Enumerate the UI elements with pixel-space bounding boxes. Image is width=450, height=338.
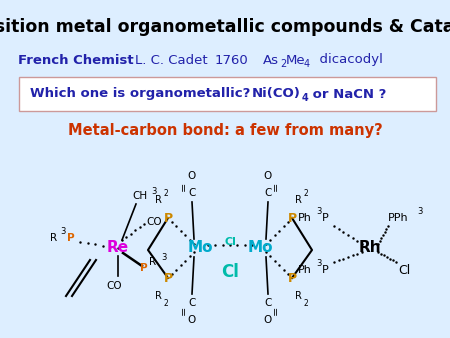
Text: R: R [295,291,302,301]
Text: C: C [264,298,272,308]
Text: C: C [264,188,272,198]
Text: R: R [154,195,162,205]
Text: Rh: Rh [359,241,381,256]
Text: 3: 3 [316,207,321,216]
Text: Cl: Cl [221,263,239,281]
Text: 2: 2 [164,189,169,197]
Text: Metal-carbon bond: a few from many?: Metal-carbon bond: a few from many? [68,122,382,138]
Text: 2: 2 [304,189,309,197]
Text: Ph: Ph [298,213,312,223]
Text: 2: 2 [304,298,309,308]
Text: P: P [163,212,172,224]
Text: P: P [288,271,297,285]
Text: P: P [322,265,329,275]
Text: =: = [271,305,281,315]
Text: dicacodyl: dicacodyl [311,53,383,67]
Text: Me: Me [286,53,306,67]
Text: P: P [322,213,329,223]
Text: =: = [179,181,189,191]
Text: R: R [295,195,302,205]
Text: CH: CH [132,191,147,201]
Text: 2: 2 [280,59,286,69]
Text: Transition metal organometallic compounds & Catalysis: Transition metal organometallic compound… [0,18,450,36]
Text: R: R [50,233,57,243]
Text: P: P [67,233,75,243]
Text: Mo: Mo [187,241,213,256]
Text: =: = [179,305,189,315]
Text: O: O [264,171,272,181]
Text: P: P [163,271,172,285]
Text: Ni(CO): Ni(CO) [252,88,301,100]
Text: L. C. Cadet: L. C. Cadet [135,53,207,67]
Text: Ph: Ph [298,265,312,275]
Text: 3: 3 [417,207,423,216]
Text: O: O [264,315,272,325]
Text: or NaCN ?: or NaCN ? [308,88,387,100]
FancyBboxPatch shape [19,77,436,111]
Text: P: P [288,212,297,224]
Text: =: = [271,181,281,191]
Text: PPh: PPh [388,213,409,223]
Text: C: C [188,188,196,198]
Text: Re: Re [107,241,129,256]
Text: P: P [140,263,148,273]
Text: Which one is organometallic?: Which one is organometallic? [30,88,250,100]
Text: 1760: 1760 [215,53,249,67]
Text: 2: 2 [164,298,169,308]
Text: 3: 3 [161,252,166,262]
Text: CO: CO [106,281,122,291]
Text: Cl: Cl [224,237,236,247]
Text: C: C [188,298,196,308]
Text: 3: 3 [316,260,321,268]
Text: O: O [188,171,196,181]
Text: R: R [149,257,156,267]
Text: 3: 3 [60,226,65,236]
Text: French Chemist: French Chemist [18,53,134,67]
Text: O: O [188,315,196,325]
Text: 4: 4 [304,59,310,69]
Text: 4: 4 [302,93,309,103]
Text: As: As [263,53,279,67]
Text: R: R [154,291,162,301]
Text: Cl: Cl [398,264,410,276]
Text: 3: 3 [151,187,157,195]
Text: Mo: Mo [247,241,273,256]
Text: CO: CO [146,217,162,227]
